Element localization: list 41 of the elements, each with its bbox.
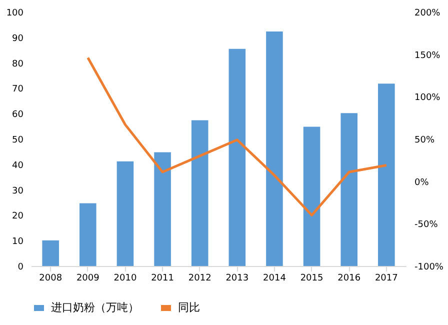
y2-tick-label: -50% (414, 220, 438, 230)
y-tick-label: 80 (12, 59, 24, 70)
y2-tick-label: -100% (414, 262, 444, 272)
x-tick-label: 2008 (39, 274, 62, 284)
y2-tick-label: 150% (414, 50, 441, 61)
y-tick-label: 10 (12, 237, 24, 248)
x-tick-label: 2015 (300, 274, 324, 284)
y-tick-label: 100 (6, 8, 24, 18)
x-tick-label: 2014 (263, 274, 286, 284)
x-tick-label: 2011 (151, 274, 174, 284)
bar (80, 203, 96, 266)
line-series (86, 56, 388, 216)
bar (42, 240, 59, 266)
bar (378, 84, 395, 266)
y-tick-label: 50 (12, 136, 24, 146)
y-tick-label: 30 (12, 186, 24, 196)
bar (266, 32, 283, 266)
y2-tick-label: 100% (414, 93, 441, 104)
x-tick-label: 2016 (338, 274, 361, 284)
x-tick-label: 2013 (226, 274, 249, 284)
bar (303, 126, 320, 266)
y2-tick-label: 0% (414, 178, 430, 188)
legend-label: 进口奶粉（万吨） (51, 301, 139, 314)
x-tick-label: 2012 (188, 274, 212, 284)
y-tick-label: 0 (18, 262, 24, 272)
y2-tick-label: 50% (414, 136, 435, 146)
x-tick-label: 2010 (114, 274, 137, 284)
x-tick-label: 2017 (374, 274, 398, 284)
bar (340, 113, 358, 266)
y-tick-label: 60 (12, 110, 24, 120)
y-tick-label: 20 (12, 212, 24, 222)
bar (154, 152, 171, 266)
y-tick-label: 70 (12, 84, 24, 95)
bar (228, 48, 246, 266)
y-tick-label: 40 (12, 160, 24, 171)
y-tick-label: 90 (12, 34, 24, 44)
legend-label: 同比 (178, 301, 200, 314)
y2-tick-label: 200% (414, 8, 441, 18)
bar (116, 161, 134, 266)
bar (191, 120, 208, 266)
x-tick-label: 2009 (76, 274, 100, 284)
